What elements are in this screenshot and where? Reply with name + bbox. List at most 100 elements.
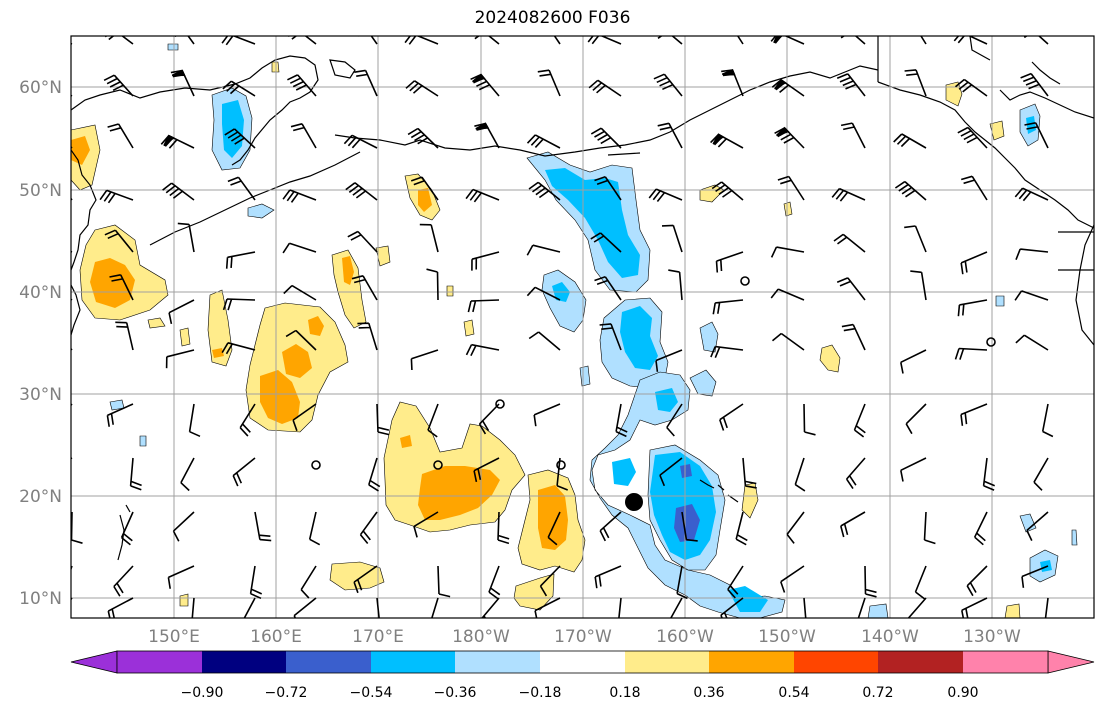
calm-wind-marker bbox=[311, 460, 321, 470]
lat-label-20N: 20°N bbox=[19, 487, 62, 507]
wind-barb bbox=[1014, 187, 1049, 202]
storm-center-marker bbox=[625, 493, 643, 511]
wind-barb bbox=[836, 277, 866, 301]
colorbar-segment bbox=[117, 651, 202, 673]
wind-barb bbox=[497, 511, 510, 545]
wind-barb bbox=[168, 299, 195, 325]
wind-barb bbox=[786, 511, 805, 544]
map-frame bbox=[70, 35, 1095, 619]
colorbar-tick-label: −0.54 bbox=[350, 685, 393, 701]
wind-barb bbox=[287, 74, 317, 97]
wind-barb bbox=[900, 349, 927, 374]
colorbar-frame bbox=[116, 650, 1049, 674]
wind-barb bbox=[221, 342, 256, 355]
wind-barb bbox=[413, 511, 439, 538]
lat-label-50N: 50°N bbox=[19, 181, 62, 201]
lon-label-170E: 170°E bbox=[352, 627, 404, 647]
calm-wind-marker bbox=[740, 276, 750, 286]
colorbar-segment bbox=[794, 651, 878, 673]
colorbar-segment bbox=[371, 651, 455, 673]
wind-barb bbox=[833, 233, 866, 253]
wind-barb bbox=[107, 123, 134, 149]
wind-barb bbox=[615, 403, 628, 438]
wind-barb bbox=[427, 403, 439, 438]
calm-wind-marker bbox=[556, 460, 566, 470]
wind-barb-pennant bbox=[472, 73, 486, 83]
wind-barb bbox=[426, 268, 439, 301]
wind-barb bbox=[376, 403, 390, 436]
wind-barb bbox=[845, 457, 866, 490]
lat-label-40N: 40°N bbox=[19, 283, 62, 303]
wind-barb bbox=[162, 182, 195, 201]
wind-barb bbox=[405, 80, 439, 97]
wind-barb bbox=[840, 122, 866, 149]
wind-barbs bbox=[71, 36, 1054, 618]
wind-barb bbox=[1044, 597, 1049, 618]
wind-barb bbox=[357, 322, 378, 351]
wind-barb bbox=[471, 251, 500, 271]
wind-barb bbox=[180, 457, 195, 492]
map-title: 2024082600 F036 bbox=[474, 8, 631, 28]
wind-barb bbox=[711, 181, 744, 201]
colorbar-segment bbox=[625, 651, 709, 673]
wind-barb bbox=[957, 126, 988, 149]
wind-barb bbox=[353, 565, 378, 594]
wind-barb bbox=[109, 274, 134, 301]
wind-barb bbox=[221, 36, 256, 46]
wind-barb bbox=[71, 457, 73, 460]
wind-barb-pennant bbox=[773, 36, 783, 44]
colorbar-segment bbox=[286, 651, 371, 673]
wind-barb bbox=[715, 251, 744, 273]
wind-barb bbox=[249, 565, 263, 600]
wind-barb bbox=[1041, 403, 1054, 438]
wind-barb bbox=[283, 284, 317, 301]
wind-barb bbox=[771, 332, 805, 351]
wind-barb bbox=[910, 270, 927, 301]
wind-barb bbox=[904, 225, 927, 253]
lon-label-140W: 140°W bbox=[861, 627, 919, 647]
wind-barb bbox=[836, 73, 866, 97]
wind-barb bbox=[488, 565, 501, 600]
wind-barb bbox=[770, 246, 805, 258]
colorbar-tick-label: 0.18 bbox=[609, 685, 640, 701]
wind-barb bbox=[954, 347, 988, 360]
wind-barb bbox=[857, 597, 866, 618]
wind-barb-pennant bbox=[776, 126, 790, 137]
wind-barb-pennant bbox=[721, 68, 736, 76]
colorbar-segment bbox=[709, 651, 794, 673]
wind-barb bbox=[954, 78, 988, 97]
wind-barb bbox=[1014, 290, 1049, 301]
colorbar-tick-label: 0.90 bbox=[947, 685, 978, 701]
wind-barb bbox=[359, 511, 378, 545]
wind-barb bbox=[669, 597, 683, 618]
colorbar: −0.90 −0.72 −0.54 −0.36 −0.18 0.18 0.36 … bbox=[70, 650, 1095, 701]
wind-barb bbox=[803, 403, 816, 436]
wind-barb bbox=[982, 457, 996, 491]
wind-barb bbox=[657, 122, 683, 149]
wind-barb bbox=[599, 323, 622, 351]
wind-barb bbox=[556, 457, 568, 491]
wind-barb bbox=[661, 224, 683, 253]
wind-barb bbox=[177, 222, 195, 253]
wind-barb bbox=[172, 511, 195, 542]
wind-barb bbox=[431, 597, 439, 618]
wind-barb bbox=[300, 565, 317, 599]
wind-barb bbox=[243, 597, 256, 618]
lon-label-180W: 180°W bbox=[452, 627, 510, 647]
wind-barb bbox=[539, 565, 561, 597]
wind-barb bbox=[71, 403, 73, 407]
wind-barb bbox=[528, 331, 561, 351]
wind-barb bbox=[465, 343, 500, 357]
wind-barb bbox=[167, 565, 195, 589]
wind-barb bbox=[841, 323, 866, 351]
wind-barb bbox=[742, 457, 757, 489]
wind-barb bbox=[165, 349, 195, 369]
wind-barb bbox=[973, 511, 988, 546]
wind-barb bbox=[526, 244, 561, 256]
colorbar-segment bbox=[540, 651, 625, 673]
wind-barb bbox=[292, 403, 317, 432]
colorbar-tick-labels: −0.90 −0.72 −0.54 −0.36 −0.18 0.18 0.36 … bbox=[181, 685, 979, 701]
wind-barb-pennant bbox=[774, 78, 787, 90]
wind-barb bbox=[676, 565, 688, 600]
colorbar-tick-label: 0.54 bbox=[778, 685, 809, 701]
